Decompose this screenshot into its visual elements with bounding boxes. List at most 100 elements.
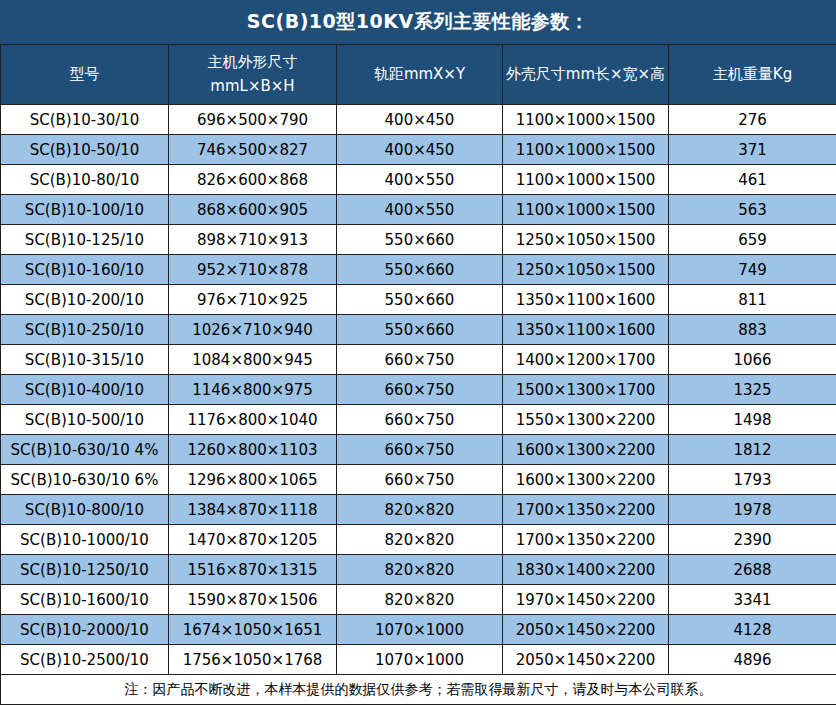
- cell-rail-distance: 400×450: [337, 135, 503, 165]
- col-header-enclosure-dimensions-label: 外壳尺寸mm长×宽×高: [506, 65, 665, 83]
- cell-host-dimensions: 1084×800×945: [169, 345, 337, 375]
- table-row: SC(B)10-30/10 696×500×790 400×450 1100×1…: [1, 105, 836, 135]
- cell-model: SC(B)10-2500/10: [1, 645, 169, 675]
- col-header-host-dimensions-line2: mmL×B×H: [210, 77, 294, 95]
- cell-model: SC(B)10-1000/10: [1, 525, 169, 555]
- footnote: 注：因产品不断改进，本样本提供的数据仅供参考；若需取得最新尺寸，请及时与本公司联…: [1, 675, 836, 705]
- table-row: SC(B)10-2500/10 1756×1050×1768 1070×1000…: [1, 645, 836, 675]
- cell-weight: 659: [669, 225, 836, 255]
- cell-host-dimensions: 1296×800×1065: [169, 465, 337, 495]
- col-header-rail-distance: 轨距mmX×Y: [337, 45, 503, 105]
- cell-weight: 2390: [669, 525, 836, 555]
- cell-model: SC(B)10-1600/10: [1, 585, 169, 615]
- cell-enclosure-dimensions: 1550×1300×2200: [503, 405, 669, 435]
- col-header-enclosure-dimensions: 外壳尺寸mm长×宽×高: [503, 45, 669, 105]
- cell-rail-distance: 400×450: [337, 105, 503, 135]
- table-row: SC(B)10-400/10 1146×800×975 660×750 1500…: [1, 375, 836, 405]
- table-row: SC(B)10-630/10 4% 1260×800×1103 660×750 …: [1, 435, 836, 465]
- cell-rail-distance: 660×750: [337, 405, 503, 435]
- cell-weight: 276: [669, 105, 836, 135]
- cell-weight: 1325: [669, 375, 836, 405]
- table-footer: 注：因产品不断改进，本样本提供的数据仅供参考；若需取得最新尺寸，请及时与本公司联…: [1, 675, 836, 705]
- table-row: SC(B)10-1600/10 1590×870×1506 820×820 19…: [1, 585, 836, 615]
- cell-model: SC(B)10-80/10: [1, 165, 169, 195]
- cell-host-dimensions: 976×710×925: [169, 285, 337, 315]
- cell-enclosure-dimensions: 1250×1050×1500: [503, 255, 669, 285]
- cell-enclosure-dimensions: 1830×1400×2200: [503, 555, 669, 585]
- cell-rail-distance: 820×820: [337, 495, 503, 525]
- cell-rail-distance: 820×820: [337, 585, 503, 615]
- cell-host-dimensions: 1176×800×1040: [169, 405, 337, 435]
- table-row: SC(B)10-1250/10 1516×870×1315 820×820 18…: [1, 555, 836, 585]
- cell-weight: 749: [669, 255, 836, 285]
- cell-enclosure-dimensions: 1400×1200×1700: [503, 345, 669, 375]
- cell-weight: 1793: [669, 465, 836, 495]
- cell-host-dimensions: 952×710×878: [169, 255, 337, 285]
- cell-rail-distance: 1070×1000: [337, 645, 503, 675]
- cell-model: SC(B)10-1250/10: [1, 555, 169, 585]
- table-row: SC(B)10-160/10 952×710×878 550×660 1250×…: [1, 255, 836, 285]
- cell-host-dimensions: 826×600×868: [169, 165, 337, 195]
- cell-model: SC(B)10-250/10: [1, 315, 169, 345]
- cell-model: SC(B)10-315/10: [1, 345, 169, 375]
- table-row: SC(B)10-50/10 746×500×827 400×450 1100×1…: [1, 135, 836, 165]
- cell-host-dimensions: 1026×710×940: [169, 315, 337, 345]
- cell-host-dimensions: 1470×870×1205: [169, 525, 337, 555]
- table-body: SC(B)10-30/10 696×500×790 400×450 1100×1…: [1, 105, 836, 675]
- cell-enclosure-dimensions: 1600×1300×2200: [503, 435, 669, 465]
- cell-weight: 811: [669, 285, 836, 315]
- cell-weight: 461: [669, 165, 836, 195]
- cell-enclosure-dimensions: 1700×1350×2200: [503, 525, 669, 555]
- cell-host-dimensions: 1260×800×1103: [169, 435, 337, 465]
- cell-host-dimensions: 1756×1050×1768: [169, 645, 337, 675]
- cell-enclosure-dimensions: 1250×1050×1500: [503, 225, 669, 255]
- col-header-host-dimensions-line1: 主机外形尺寸: [208, 53, 298, 71]
- table-row: SC(B)10-200/10 976×710×925 550×660 1350×…: [1, 285, 836, 315]
- spec-sheet: SC(B)10型10KV系列主要性能参数： 型号 主机外形尺寸 mmL×B×H …: [0, 0, 836, 705]
- cell-enclosure-dimensions: 1100×1000×1500: [503, 165, 669, 195]
- cell-host-dimensions: 1674×1050×1651: [169, 615, 337, 645]
- table-row: SC(B)10-250/10 1026×710×940 550×660 1350…: [1, 315, 836, 345]
- col-header-model-label: 型号: [70, 65, 100, 83]
- cell-rail-distance: 550×660: [337, 315, 503, 345]
- cell-rail-distance: 1070×1000: [337, 615, 503, 645]
- col-header-model: 型号: [1, 45, 169, 105]
- cell-rail-distance: 400×550: [337, 195, 503, 225]
- cell-weight: 3341: [669, 585, 836, 615]
- cell-host-dimensions: 1146×800×975: [169, 375, 337, 405]
- cell-weight: 563: [669, 195, 836, 225]
- cell-weight: 1812: [669, 435, 836, 465]
- col-header-rail-distance-label: 轨距mmX×Y: [374, 65, 465, 83]
- cell-rail-distance: 550×660: [337, 255, 503, 285]
- table-row: SC(B)10-630/10 6% 1296×800×1065 660×750 …: [1, 465, 836, 495]
- cell-model: SC(B)10-630/10 4%: [1, 435, 169, 465]
- cell-enclosure-dimensions: 1350×1100×1600: [503, 285, 669, 315]
- cell-host-dimensions: 898×710×913: [169, 225, 337, 255]
- cell-weight: 1066: [669, 345, 836, 375]
- cell-model: SC(B)10-125/10: [1, 225, 169, 255]
- col-header-weight-label: 主机重量Kg: [713, 65, 792, 83]
- spec-table: 型号 主机外形尺寸 mmL×B×H 轨距mmX×Y 外壳尺寸mm长×宽×高 主机…: [0, 44, 836, 705]
- table-row: SC(B)10-315/10 1084×800×945 660×750 1400…: [1, 345, 836, 375]
- cell-weight: 371: [669, 135, 836, 165]
- table-row: SC(B)10-2000/10 1674×1050×1651 1070×1000…: [1, 615, 836, 645]
- cell-model: SC(B)10-100/10: [1, 195, 169, 225]
- col-header-host-dimensions: 主机外形尺寸 mmL×B×H: [169, 45, 337, 105]
- cell-model: SC(B)10-2000/10: [1, 615, 169, 645]
- cell-enclosure-dimensions: 2050×1450×2200: [503, 645, 669, 675]
- table-row: SC(B)10-80/10 826×600×868 400×550 1100×1…: [1, 165, 836, 195]
- cell-host-dimensions: 1590×870×1506: [169, 585, 337, 615]
- cell-rail-distance: 820×820: [337, 555, 503, 585]
- cell-weight: 1978: [669, 495, 836, 525]
- cell-host-dimensions: 1516×870×1315: [169, 555, 337, 585]
- cell-enclosure-dimensions: 1350×1100×1600: [503, 315, 669, 345]
- table-row: SC(B)10-100/10 868×600×905 400×550 1100×…: [1, 195, 836, 225]
- cell-rail-distance: 550×660: [337, 225, 503, 255]
- cell-rail-distance: 660×750: [337, 375, 503, 405]
- footnote-row: 注：因产品不断改进，本样本提供的数据仅供参考；若需取得最新尺寸，请及时与本公司联…: [1, 675, 836, 705]
- cell-host-dimensions: 746×500×827: [169, 135, 337, 165]
- cell-weight: 2688: [669, 555, 836, 585]
- cell-rail-distance: 400×550: [337, 165, 503, 195]
- cell-host-dimensions: 868×600×905: [169, 195, 337, 225]
- table-row: SC(B)10-500/10 1176×800×1040 660×750 155…: [1, 405, 836, 435]
